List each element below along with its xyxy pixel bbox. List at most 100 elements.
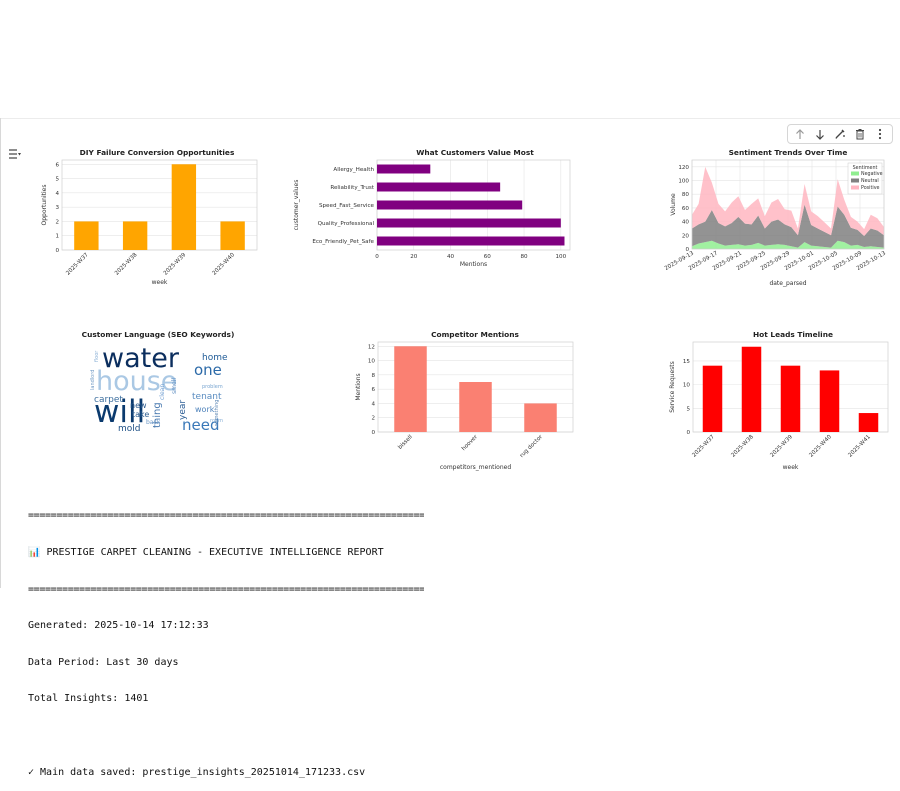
- wordcloud-word: clean: [159, 384, 166, 400]
- more-icon[interactable]: [873, 127, 887, 141]
- y-axis-label: Opportunities: [41, 185, 48, 226]
- wordcloud-word: tenant: [192, 392, 222, 402]
- y-tick-label: 15: [683, 359, 691, 365]
- chart-title: What Customers Value Most: [416, 148, 534, 157]
- y-tick-label: 80: [682, 192, 690, 198]
- wordcloud-word: back: [146, 419, 161, 426]
- x-tick-label: 0: [375, 254, 379, 260]
- cell-toolbar: [787, 124, 893, 144]
- y-tick-label: 3: [55, 205, 59, 211]
- trash-icon[interactable]: [853, 127, 867, 141]
- y-tick-label: 6: [55, 162, 59, 168]
- x-tick-label: 100: [555, 254, 566, 260]
- y-tick-label: 4: [371, 401, 375, 407]
- y-tick-label: 10: [368, 359, 376, 365]
- x-tick-label: 80: [520, 254, 528, 260]
- arrow-down-icon[interactable]: [813, 127, 827, 141]
- report-rule: ========================================…: [28, 583, 424, 595]
- chart-title: Sentiment Trends Over Time: [729, 148, 848, 157]
- y-tick-label: 0: [686, 430, 690, 436]
- wordcloud-word: something: [214, 400, 220, 426]
- wordcloud-word: smell: [171, 378, 178, 394]
- output-left-border: [0, 118, 1, 588]
- wordcloud-word: thing: [152, 402, 163, 428]
- y-tick-label: 0: [685, 247, 689, 253]
- x-tick-label: 60: [484, 254, 492, 260]
- area-neutral: [692, 204, 884, 248]
- y-tick-label: 2: [371, 416, 375, 422]
- wordcloud-word: new: [130, 401, 147, 410]
- report-generated: Generated: 2025-10-14 17:12:33: [28, 620, 209, 632]
- diy-conversion-chart: DIY Failure Conversion Opportunities 0 1 2…: [40, 146, 270, 296]
- y-tick-label: 10: [683, 383, 691, 389]
- bar: [74, 221, 99, 250]
- output-top-border: [0, 118, 900, 119]
- bar: [377, 218, 561, 228]
- bar: [702, 365, 723, 432]
- arrow-up-icon[interactable]: [793, 127, 807, 141]
- y-tick-label: Reliability_Trust: [330, 185, 374, 191]
- x-tick-label: 2025-W40: [212, 252, 237, 277]
- chart-title: Hot Leads Timeline: [753, 330, 833, 339]
- y-tick-label: 1: [55, 234, 59, 240]
- collapse-output-icon[interactable]: [8, 148, 22, 160]
- x-tick-label: 2025-W38: [730, 434, 755, 459]
- x-axis-label: competitors_mentioned: [440, 464, 511, 471]
- y-tick-label: 120: [678, 165, 689, 171]
- y-tick-label: 5: [686, 406, 690, 412]
- x-tick-label: 2025-W39: [769, 434, 794, 459]
- x-tick-label: hoover: [461, 434, 479, 452]
- report-insights: Total Insights: 1401: [28, 693, 149, 705]
- executive-report-output: ========================================…: [28, 486, 448, 791]
- bar: [524, 403, 557, 432]
- y-tick-label: 12: [368, 344, 375, 350]
- bar: [780, 365, 801, 432]
- y-tick-label: 40: [682, 220, 690, 226]
- chart-title: DIY Failure Conversion Opportunities: [80, 148, 235, 157]
- y-tick-label: Quality_Professional: [318, 221, 375, 227]
- bar: [377, 182, 501, 192]
- y-axis-label: customer_values: [293, 180, 300, 231]
- y-axis-label: Service Requests: [669, 361, 676, 413]
- y-axis-label: Volume: [670, 193, 677, 216]
- plot-frame: [691, 159, 885, 250]
- y-tick-label: Eco_Friendly_Pet_Safe: [312, 239, 374, 245]
- legend-swatch: [851, 185, 859, 190]
- bar: [377, 236, 565, 246]
- x-tick-label: 2025-W37: [65, 252, 90, 277]
- wordcloud-word: will: [94, 394, 145, 430]
- legend-swatch: [851, 178, 859, 183]
- x-tick-label: bissell: [397, 434, 414, 451]
- x-tick-label: 2025-W37: [691, 434, 716, 459]
- bar: [220, 221, 245, 250]
- bar: [377, 200, 523, 210]
- hot-leads-chart: Hot Leads Timeline 0 5 10 15 2025-W37 2025-W3…: [665, 328, 895, 473]
- y-axis-label: Mentions: [355, 373, 362, 400]
- y-tick-label: Allergy_Health: [333, 167, 374, 173]
- y-tick-label: 2: [55, 219, 59, 225]
- y-tick-label: 5: [55, 177, 59, 183]
- bar: [122, 221, 148, 250]
- competitor-mentions-chart: Competitor Mentions 0 2 4 6 8 10 12 bissell hoov…: [350, 328, 590, 473]
- wordcloud-word: carpet: [94, 395, 123, 405]
- bar: [459, 382, 492, 432]
- x-tick-label: rug doctor: [519, 434, 544, 459]
- legend-label: Neutral: [861, 178, 879, 184]
- x-tick-label: 2025-W38: [114, 252, 139, 277]
- legend-label: Negative: [861, 171, 883, 177]
- bar: [819, 370, 840, 432]
- x-tick-label: 2025-W40: [808, 434, 833, 459]
- legend-label: Positive: [861, 185, 880, 191]
- bar: [171, 164, 197, 250]
- y-tick-label: 60: [682, 206, 690, 212]
- wordcloud-word: water: [102, 343, 180, 374]
- x-axis-label: week: [783, 464, 799, 471]
- wordcloud-word: work: [195, 405, 215, 414]
- wordcloud-word: house: [96, 366, 177, 397]
- report-period: Data Period: Last 30 days: [28, 656, 179, 668]
- edit-icon[interactable]: [833, 127, 847, 141]
- bar: [394, 346, 427, 432]
- bar: [377, 164, 431, 174]
- x-tick-label: 2025-W41: [847, 434, 872, 459]
- y-tick-label: 100: [678, 179, 689, 185]
